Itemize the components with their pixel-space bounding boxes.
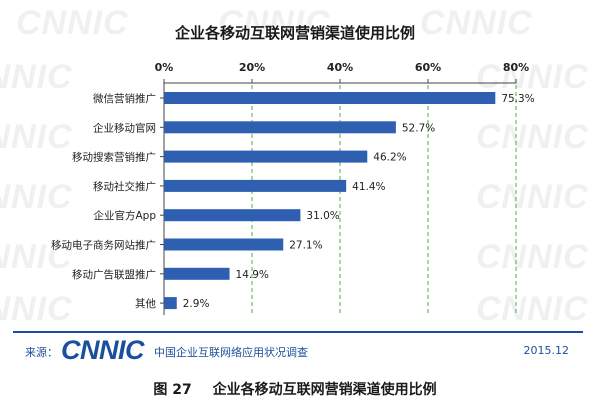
x-tick-label: 80% (503, 61, 529, 74)
bar (164, 267, 230, 280)
value-label: 31.0% (306, 210, 339, 222)
value-label: 41.4% (352, 181, 385, 193)
category-label: 移动广告联盟推广 (72, 268, 156, 281)
category-label: 移动电子商务网站推广 (51, 239, 156, 252)
category-label: 移动搜索营销推广 (72, 151, 156, 164)
source-report: 中国企业互联网络应用状况调查 (154, 346, 308, 359)
source-date: 2015.12 (523, 344, 570, 357)
value-label: 14.9% (236, 269, 269, 281)
bar (164, 121, 396, 134)
category-label: 微信营销推广 (93, 92, 156, 105)
bar (164, 238, 284, 251)
bar (164, 209, 301, 222)
bar (164, 92, 496, 104)
x-tick-label: 60% (415, 61, 441, 74)
bar (164, 150, 368, 163)
category-label: 企业移动官网 (93, 121, 156, 134)
value-label: 52.7% (402, 122, 435, 134)
x-tick-label: 0% (155, 61, 174, 74)
category-label: 企业官方App (93, 209, 156, 222)
bar-chart: 0% 20% 40% 60% 80% 微信营销推广 75.3% 企业移动官网 52.7% 移动搜索… (51, 61, 535, 316)
caption-text: 企业各移动互联网营销渠道使用比例 (212, 382, 437, 398)
value-label: 27.1% (289, 240, 322, 252)
figure-caption: 图 27 企业各移动互联网营销渠道使用比例 (0, 379, 590, 399)
chart-title: 企业各移动互联网营销渠道使用比例 (174, 24, 415, 42)
value-label: 75.3% (501, 93, 534, 105)
value-label: 2.9% (183, 298, 210, 310)
x-tick-label: 40% (327, 61, 353, 74)
bar (164, 297, 177, 310)
category-label: 移动社交推广 (93, 180, 156, 193)
category-label: 其他 (135, 297, 156, 310)
cnnic-logo: CNNIC (61, 335, 145, 365)
source-label: 来源： (25, 346, 58, 359)
bar (164, 179, 347, 192)
x-tick-label: 20% (239, 61, 265, 74)
source-bar: 来源： CNNIC 中国企业互联网络应用状况调查 2015.12 (13, 331, 583, 367)
value-label: 46.2% (373, 152, 406, 164)
figure-number: 图 27 (153, 382, 192, 398)
